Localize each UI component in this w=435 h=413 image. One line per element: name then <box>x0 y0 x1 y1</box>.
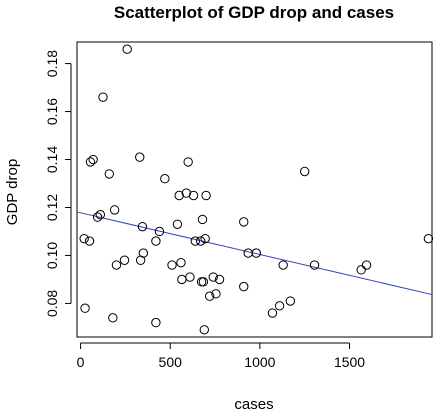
data-point <box>356 265 366 275</box>
data-point <box>92 212 103 222</box>
data-point <box>151 236 161 246</box>
data-point <box>98 92 108 102</box>
data-point <box>214 274 225 285</box>
points-group <box>79 44 434 335</box>
data-point <box>181 188 192 198</box>
data-point <box>196 236 206 246</box>
y-tick-label: 0.18 <box>44 50 60 77</box>
data-point <box>267 308 278 318</box>
data-point <box>243 248 253 258</box>
data-point <box>251 248 261 258</box>
y-tick-label: 0.12 <box>44 194 60 221</box>
data-point <box>300 166 310 177</box>
data-point <box>151 317 161 328</box>
trendline-group <box>76 211 433 296</box>
data-point <box>104 169 114 179</box>
data-point <box>211 289 221 299</box>
data-point <box>278 260 288 270</box>
data-point <box>190 236 201 246</box>
data-point <box>84 236 95 246</box>
data-point <box>199 325 209 335</box>
data-point <box>174 190 184 201</box>
data-point <box>309 260 320 270</box>
data-point <box>177 274 187 285</box>
plot-frame <box>76 41 433 338</box>
data-point <box>111 260 122 270</box>
y-tick-label: 0.14 <box>44 146 60 173</box>
data-point <box>185 272 195 282</box>
data-point <box>137 221 148 232</box>
data-point <box>108 313 118 323</box>
data-point <box>198 277 209 287</box>
x-tick-label: 1000 <box>244 354 275 370</box>
data-point <box>183 157 193 167</box>
y-axis-label: GDP drop <box>4 159 21 225</box>
data-point <box>85 157 96 167</box>
data-point <box>172 219 183 229</box>
x-tick-label: 500 <box>159 354 183 370</box>
data-point <box>109 205 120 215</box>
data-point <box>80 303 90 313</box>
data-point <box>135 152 145 162</box>
data-point <box>188 190 199 201</box>
data-point <box>160 174 170 184</box>
x-tick-label: 1500 <box>334 354 365 370</box>
data-point <box>196 277 207 287</box>
data-point <box>119 255 130 265</box>
data-point <box>79 233 89 244</box>
data-point <box>88 154 98 165</box>
data-point <box>167 260 177 270</box>
data-point <box>239 217 249 227</box>
y-tick-label: 0.16 <box>44 98 60 125</box>
data-point <box>197 214 208 225</box>
y-axis: 0.08 0.10 0.12 0.14 0.16 0.18 <box>44 50 72 317</box>
data-point <box>122 44 132 54</box>
data-point <box>423 233 434 244</box>
data-point <box>285 296 296 306</box>
data-point <box>200 233 210 244</box>
data-point <box>95 209 106 220</box>
y-tick-label: 0.10 <box>44 242 60 269</box>
y-tick-label: 0.08 <box>44 290 60 317</box>
x-axis: 0 500 1000 1500 <box>77 342 365 370</box>
data-point <box>208 272 218 282</box>
data-point <box>176 257 186 268</box>
x-tick-label: 0 <box>77 354 85 370</box>
chart-title: Scatterplot of GDP drop and cases <box>114 3 394 22</box>
data-point <box>361 260 372 270</box>
data-point <box>204 291 215 301</box>
trendline <box>76 211 433 296</box>
data-point <box>201 190 211 201</box>
x-axis-label: cases <box>234 396 273 413</box>
data-point <box>274 301 285 311</box>
data-point <box>138 248 149 258</box>
data-point <box>154 226 165 237</box>
data-point <box>239 281 249 292</box>
